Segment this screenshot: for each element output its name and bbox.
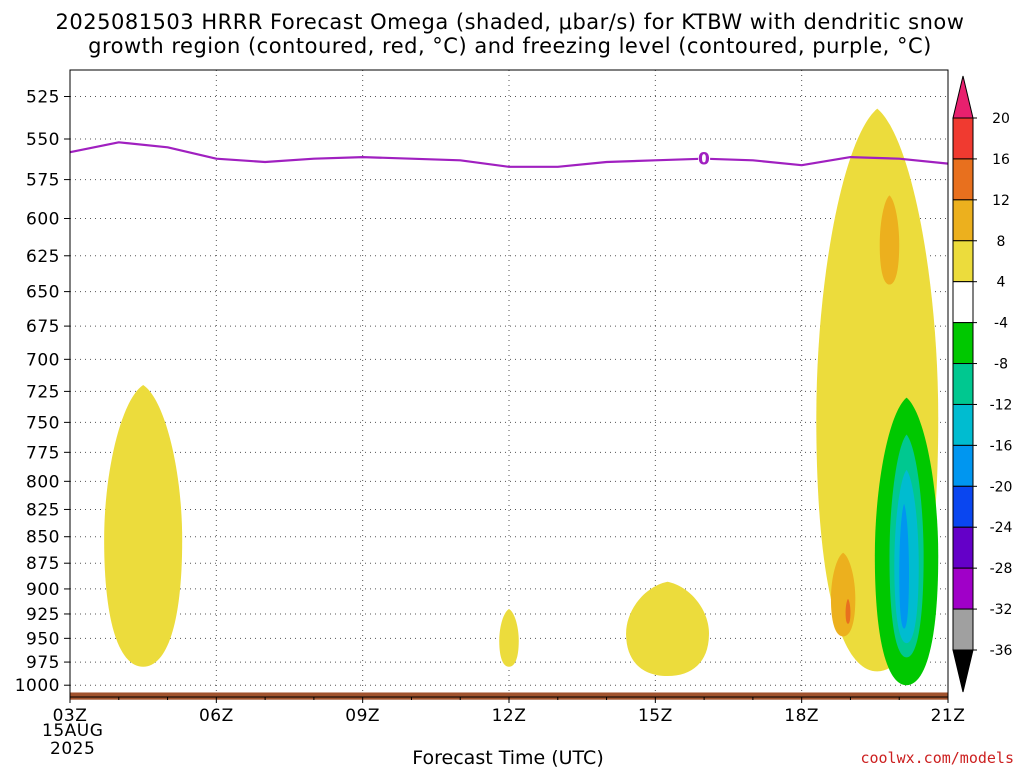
y-tick-label: 650	[26, 283, 60, 303]
x-date-day: 15AUG	[42, 721, 103, 741]
y-tick-label: 750	[26, 413, 60, 433]
freezing-level-label-bg	[698, 150, 711, 167]
colorbar-label: -16	[990, 438, 1013, 454]
axis-layer: 525 550 575 600 625 650 675 700 725 750 775 800 825 8…	[15, 69, 966, 726]
y-tick-label: 1000	[15, 676, 60, 696]
colorbar-label: 4	[997, 275, 1006, 291]
y-tick-label: 700	[26, 350, 60, 370]
colorbar-box	[952, 485, 974, 528]
y-tick-label: 550	[26, 130, 60, 150]
colorbar-box	[952, 444, 974, 487]
colorbar-label: -28	[990, 561, 1013, 577]
colorbar-box	[952, 158, 974, 201]
y-tick-label: 825	[26, 500, 60, 520]
credit-text: coolwx.com/models	[860, 749, 1014, 767]
chart-title-line2: growth region (contoured, red, °C) and f…	[88, 34, 932, 58]
x-tick-label: 18Z	[784, 706, 819, 726]
grid-layer	[70, 70, 948, 697]
y-tick-label: 850	[26, 528, 60, 548]
colorbar-box	[952, 240, 974, 283]
colorbar-box	[952, 526, 974, 569]
y-tick-label: 975	[26, 653, 60, 673]
x-tick-label: 15Z	[638, 706, 673, 726]
y-tick-label: 575	[26, 171, 60, 191]
colorbar-box	[952, 608, 974, 651]
colorbar-bottom-arrow	[952, 649, 974, 693]
freezing-level-line	[69, 141, 949, 168]
colorbar-label: 8	[997, 234, 1006, 250]
plot-border	[69, 69, 949, 698]
y-tick-label: 725	[26, 382, 60, 402]
x-date-year: 2025	[50, 739, 95, 759]
colorbar-label: 16	[992, 152, 1010, 168]
colorbar-label: -8	[994, 357, 1008, 373]
colorbar-label: -32	[990, 602, 1013, 618]
omega-fill-layer	[70, 108, 948, 700]
x-tick-label: 09Z	[345, 706, 380, 726]
x-tick-label: 21Z	[931, 706, 966, 726]
colorbar-label: -36	[990, 643, 1013, 659]
x-tick-label: 03Z	[53, 706, 88, 726]
colorbar-box	[952, 117, 974, 160]
colorbar-label: 20	[992, 111, 1010, 127]
colorbar: 20 16 12 8 4 -4 -8 -12 -16 -20 -24 -28 -32 -36	[952, 75, 1013, 693]
colorbar-box	[952, 199, 974, 242]
x-axis-title: Forecast Time (UTC)	[412, 747, 603, 768]
y-tick-label: 925	[26, 605, 60, 625]
omega-region	[104, 385, 183, 667]
colorbar-box	[952, 281, 974, 324]
freezing-level-layer: 0	[69, 141, 949, 170]
y-tick-label: 775	[26, 443, 60, 463]
omega-region	[879, 195, 900, 285]
colorbar-label: -20	[990, 479, 1013, 495]
colorbar-label: -4	[994, 316, 1008, 332]
y-tick-label: 875	[26, 554, 60, 574]
surface-band	[70, 692, 948, 700]
y-tick-label: 625	[26, 247, 60, 267]
chart-title-line1: 2025081503 HRRR Forecast Omega (shaded, …	[56, 10, 965, 34]
y-tick-label: 600	[26, 209, 60, 229]
colorbar-box	[952, 322, 974, 365]
y-tick-label: 900	[26, 580, 60, 600]
y-tick-label: 525	[26, 87, 60, 107]
omega-region	[899, 503, 909, 629]
plot-area	[70, 70, 948, 697]
x-tick-label: 12Z	[492, 706, 527, 726]
freezing-level-label: 0	[698, 150, 710, 170]
omega-region	[845, 599, 851, 624]
omega-region	[499, 609, 519, 667]
colorbar-box	[952, 567, 974, 610]
y-tick-label: 675	[26, 317, 60, 337]
y-tick-label: 800	[26, 472, 60, 492]
omega-region	[626, 581, 709, 677]
colorbar-label: -24	[990, 520, 1013, 536]
colorbar-box	[952, 403, 974, 446]
colorbar-box	[952, 363, 974, 405]
colorbar-label: 12	[992, 193, 1010, 209]
x-tick-label: 06Z	[199, 706, 234, 726]
colorbar-label: -12	[990, 397, 1013, 413]
colorbar-top-arrow	[952, 75, 974, 119]
y-tick-label: 950	[26, 629, 60, 649]
